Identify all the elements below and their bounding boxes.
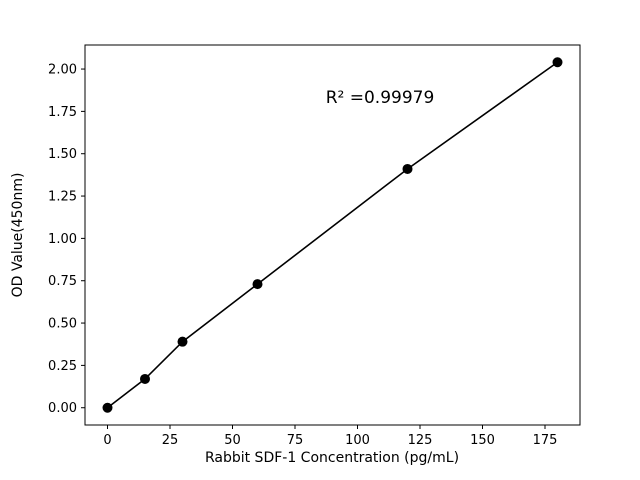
- standard-curve-line: [107, 61, 558, 409]
- data-point: [102, 402, 113, 413]
- data-point: [140, 373, 150, 384]
- y-tick-label: 0.50: [48, 317, 77, 332]
- y-tick-label: 1.75: [48, 105, 77, 120]
- y-tick-label: 1.25: [48, 190, 77, 205]
- y-tick-label: 2.00: [48, 63, 77, 78]
- x-tick-label: 125: [408, 433, 433, 448]
- x-tick-label: 100: [345, 433, 370, 448]
- plot-area: 0 25 50 75 100 125 150 175 0.00 0.25 0.50 0.75 1.00 1…: [48, 44, 581, 448]
- y-axis-label: OD Value(450nm): [10, 173, 26, 298]
- x-tick-label: 75: [287, 433, 304, 448]
- data-point: [402, 163, 413, 174]
- x-tick-label: 150: [470, 433, 495, 448]
- y-tick-label: 1.50: [48, 147, 77, 162]
- x-tick-label: 50: [224, 433, 241, 448]
- axes-box: [84, 44, 581, 426]
- r-squared-annotation: R² =0.99979: [326, 88, 435, 108]
- data-point: [252, 279, 263, 290]
- x-axis-label: Rabbit SDF-1 Concentration (pg/mL): [205, 450, 459, 466]
- x-tick-label: 175: [533, 433, 558, 448]
- y-tick-label: 0.75: [48, 274, 77, 289]
- data-point: [177, 336, 188, 347]
- x-tick-label: 25: [162, 433, 179, 448]
- y-tick-label: 0.00: [48, 401, 77, 416]
- x-tick-label: 0: [103, 433, 111, 448]
- y-tick-label: 1.00: [48, 232, 77, 247]
- y-tick-label: 0.25: [48, 359, 77, 374]
- data-point: [552, 57, 563, 68]
